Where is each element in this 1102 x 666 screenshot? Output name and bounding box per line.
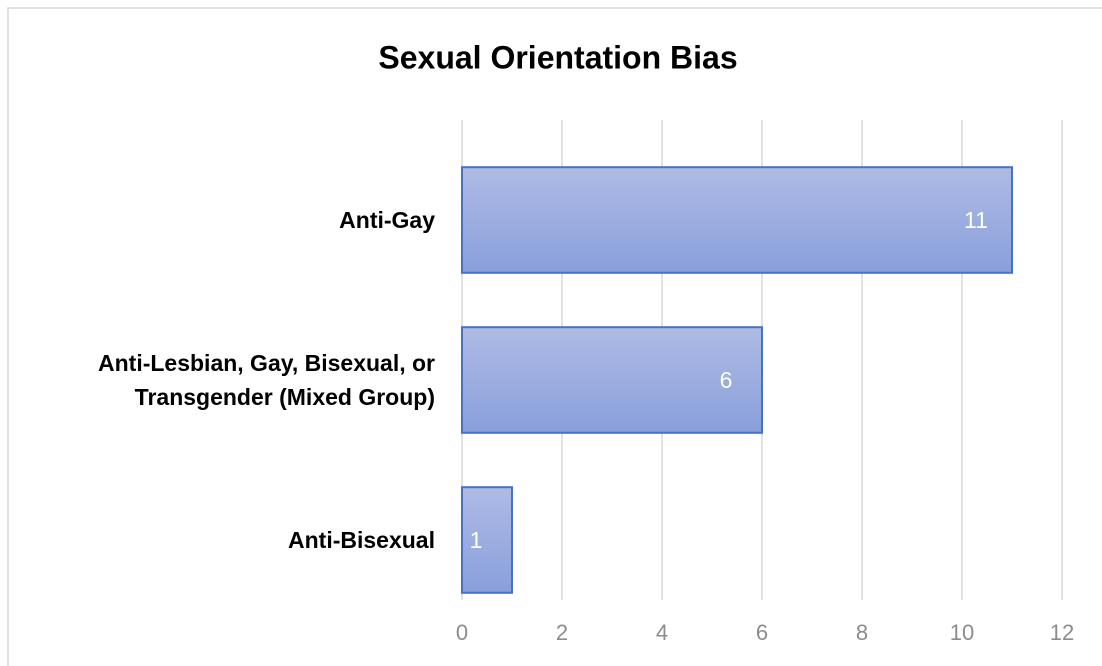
bar (461, 486, 513, 594)
x-tick-label: 8 (856, 620, 868, 645)
y-tick-label: Anti-Bisexual (288, 527, 435, 553)
chart-border (7, 7, 1102, 666)
chart-title: Sexual Orientation Bias (378, 39, 737, 75)
data-label: 11 (964, 207, 988, 233)
x-tick-label: 12 (1050, 620, 1074, 645)
x-tick-label: 6 (756, 620, 768, 645)
x-tick-label: 0 (456, 620, 468, 645)
x-tick-label: 10 (950, 620, 974, 645)
x-tick-label: 2 (556, 620, 568, 645)
bar (461, 166, 1013, 274)
y-tick-label: Anti-Gay (339, 207, 435, 233)
bar (461, 326, 763, 434)
data-label: 1 (470, 527, 483, 553)
y-tick-label: Anti-Lesbian, Gay, Bisexual, or Transgen… (98, 350, 435, 410)
x-tick-label: 4 (656, 620, 668, 645)
data-label: 6 (720, 367, 733, 393)
